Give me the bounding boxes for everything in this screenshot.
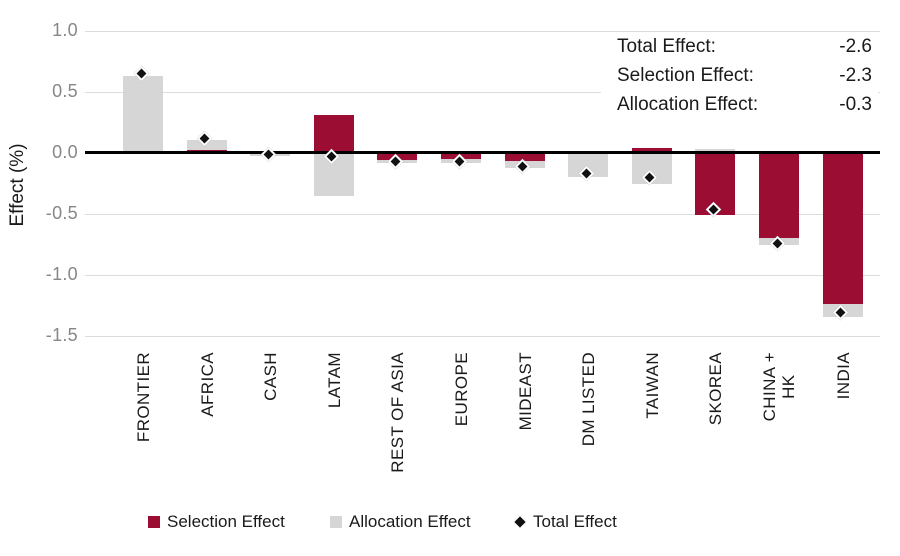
- bar-allocation-effect: [186, 140, 227, 151]
- bar-selection-effect: [313, 114, 354, 153]
- x-category-label: REST OF ASIA: [386, 352, 408, 502]
- x-category-label-text: AFRICA: [197, 352, 217, 417]
- x-category-label: TAIWAN: [641, 352, 663, 502]
- legend-label-allocation: Allocation Effect: [349, 512, 471, 531]
- legend-item-total-effect: Total Effect: [514, 510, 617, 534]
- y-tick-label: -1.0: [45, 263, 78, 284]
- legend-label-total: Total Effect: [533, 512, 617, 531]
- x-category-label: CHINA + HK: [759, 352, 799, 502]
- allocation-effect-swatch-icon: [330, 516, 342, 528]
- total-effect-marker: [260, 146, 276, 162]
- y-tick-label: 1.0: [52, 19, 78, 40]
- selection-effect-swatch-icon: [148, 516, 160, 528]
- summary-value-total: -2.6: [839, 36, 872, 57]
- legend-item-selection-effect: Selection Effect: [148, 510, 285, 534]
- x-category-label-text: REST OF ASIA: [387, 352, 407, 473]
- summary-row-total: Total Effect: -2.6: [617, 34, 872, 60]
- y-tick-label: 0.0: [52, 141, 78, 162]
- x-category-label: FRONTIER: [132, 352, 154, 502]
- x-category-label: LATAM: [323, 352, 345, 502]
- x-category-label: CASH: [259, 352, 281, 502]
- x-category-label-text: MIDEAST: [515, 352, 535, 431]
- bar-selection-effect: [759, 152, 799, 238]
- legend: Selection Effect Allocation Effect Total…: [0, 510, 900, 538]
- x-category-label-text: LATAM: [324, 352, 344, 409]
- y-tick-label: -1.5: [45, 324, 78, 345]
- total-effect-diamond-icon: [514, 516, 526, 528]
- legend-item-allocation-effect: Allocation Effect: [330, 510, 471, 534]
- x-category-label: INDIA: [832, 352, 854, 502]
- gridline: [85, 213, 880, 215]
- gridline: [85, 30, 880, 32]
- x-axis-zero-line: [85, 151, 880, 154]
- y-tick-label: -0.5: [45, 202, 78, 223]
- summary-row-selection: Selection Effect: -2.3: [617, 63, 872, 89]
- summary-value-selection: -2.3: [839, 65, 872, 86]
- bar-allocation-effect: [123, 75, 163, 153]
- summary-row-allocation: Allocation Effect: -0.3: [617, 92, 872, 118]
- summary-value-allocation: -0.3: [839, 94, 872, 115]
- x-category-label-text: DM LISTED: [578, 352, 598, 447]
- x-category-label: DM LISTED: [577, 352, 599, 502]
- summary-stats-box: Total Effect: -2.6 Selection Effect: -2.…: [601, 32, 878, 120]
- x-category-label-text: CHINA + HK: [760, 352, 798, 422]
- summary-label-total: Total Effect:: [617, 36, 716, 57]
- x-category-label-text: EUROPE: [451, 352, 471, 427]
- gridline: [85, 335, 880, 337]
- gridline: [85, 274, 880, 276]
- x-category-label-text: INDIA: [833, 352, 853, 400]
- legend-label-selection: Selection Effect: [167, 512, 285, 531]
- x-category-label-text: TAIWAN: [642, 352, 662, 419]
- x-category-label-text: FRONTIER: [133, 352, 153, 443]
- x-category-label: EUROPE: [450, 352, 472, 502]
- bar-selection-effect: [504, 152, 545, 162]
- x-category-label: SKOREA: [704, 352, 726, 502]
- gridline: [85, 91, 880, 93]
- bar-selection-effect: [822, 152, 863, 304]
- summary-label-allocation: Allocation Effect:: [617, 94, 759, 115]
- bar-allocation-effect: [695, 148, 736, 153]
- y-axis-title: Effect (%): [7, 143, 28, 227]
- summary-label-selection: Selection Effect:: [617, 65, 754, 86]
- x-category-label-text: SKOREA: [705, 352, 725, 426]
- x-category-label-text: CASH: [260, 352, 280, 401]
- y-tick-label: 0.5: [52, 80, 78, 101]
- x-category-label: MIDEAST: [514, 352, 536, 502]
- x-category-label: AFRICA: [196, 352, 218, 502]
- bar-selection-effect: [631, 147, 672, 153]
